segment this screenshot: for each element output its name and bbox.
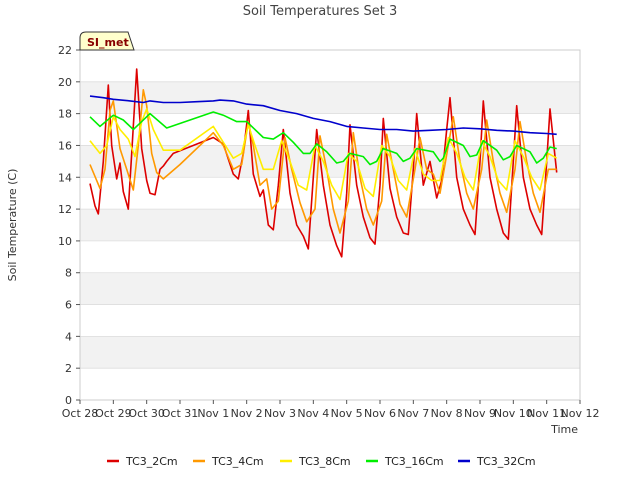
- grid-band: [80, 240, 580, 273]
- y-axis-label: Soil Temperature (C): [6, 169, 19, 282]
- x-tick-label: Oct 31: [162, 407, 199, 420]
- y-tick-label: 14: [58, 171, 72, 184]
- x-tick-label: Nov 1: [197, 407, 229, 420]
- x-tick-label: Nov 9: [464, 407, 496, 420]
- station-badge: SI_met: [79, 31, 135, 51]
- grid-band: [80, 368, 580, 400]
- series-line-tc3-2cm: [89, 68, 558, 258]
- x-tick-label: Oct 30: [128, 407, 165, 420]
- badge-text: SI_met: [87, 36, 129, 49]
- x-tick-label: Nov 6: [364, 407, 396, 420]
- chart-title: Soil Temperatures Set 3: [243, 4, 398, 19]
- x-tick-label: Nov 4: [297, 407, 329, 420]
- y-axis-ticks: 0 2 4 6 8 10 12 14 16 18 20 22: [58, 44, 80, 407]
- x-tick-label: Nov 8: [431, 407, 463, 420]
- grid-band: [80, 81, 580, 114]
- y-tick-label: 2: [65, 362, 72, 375]
- grid-band: [80, 272, 580, 305]
- series-line-tc3-16cm: [89, 111, 557, 166]
- x-tick-label: Nov 7: [397, 407, 429, 420]
- x-tick-label: Nov 3: [264, 407, 296, 420]
- legend: TC3_2Cm TC3_4Cm TC3_8Cm TC3_16Cm TC3_32Cm: [107, 455, 536, 468]
- plot-area: [79, 49, 581, 401]
- x-tick-label: Oct 28: [62, 407, 99, 420]
- x-tick-label: Nov 2: [231, 407, 263, 420]
- y-tick-label: 22: [58, 44, 72, 57]
- grid-band: [80, 304, 580, 337]
- y-tick-label: 10: [58, 235, 72, 248]
- y-tick-label: 6: [65, 299, 72, 312]
- y-tick-label: 0: [65, 394, 72, 407]
- x-axis-label: Time: [550, 423, 578, 436]
- series-line-tc3-8cm: [89, 108, 558, 201]
- legend-label: TC3_32Cm: [476, 455, 536, 468]
- grid-band: [80, 50, 580, 82]
- x-tick-label: Nov 12: [561, 407, 600, 420]
- series-layer: [89, 68, 558, 258]
- grid-bands: [80, 50, 580, 400]
- series-line-tc3-4cm: [89, 89, 557, 234]
- x-tick-label: Nov 5: [331, 407, 363, 420]
- y-tick-label: 16: [58, 139, 72, 152]
- grid-band: [80, 145, 580, 178]
- y-tick-label: 18: [58, 108, 72, 121]
- y-tick-label: 12: [58, 203, 72, 216]
- series-line-tc3-32cm: [89, 95, 557, 136]
- x-tick-label: Nov 10: [494, 407, 533, 420]
- legend-label: TC3_4Cm: [211, 455, 264, 468]
- legend-label: TC3_16Cm: [384, 455, 444, 468]
- y-tick-label: 20: [58, 76, 72, 89]
- x-tick-label: Nov 11: [527, 407, 566, 420]
- y-tick-label: 8: [65, 267, 72, 280]
- legend-label: TC3_8Cm: [298, 455, 351, 468]
- legend-label: TC3_2Cm: [125, 455, 178, 468]
- x-tick-label: Oct 29: [95, 407, 132, 420]
- badge-box: [79, 31, 135, 51]
- y-tick-label: 4: [65, 330, 72, 343]
- grid-band: [80, 336, 580, 369]
